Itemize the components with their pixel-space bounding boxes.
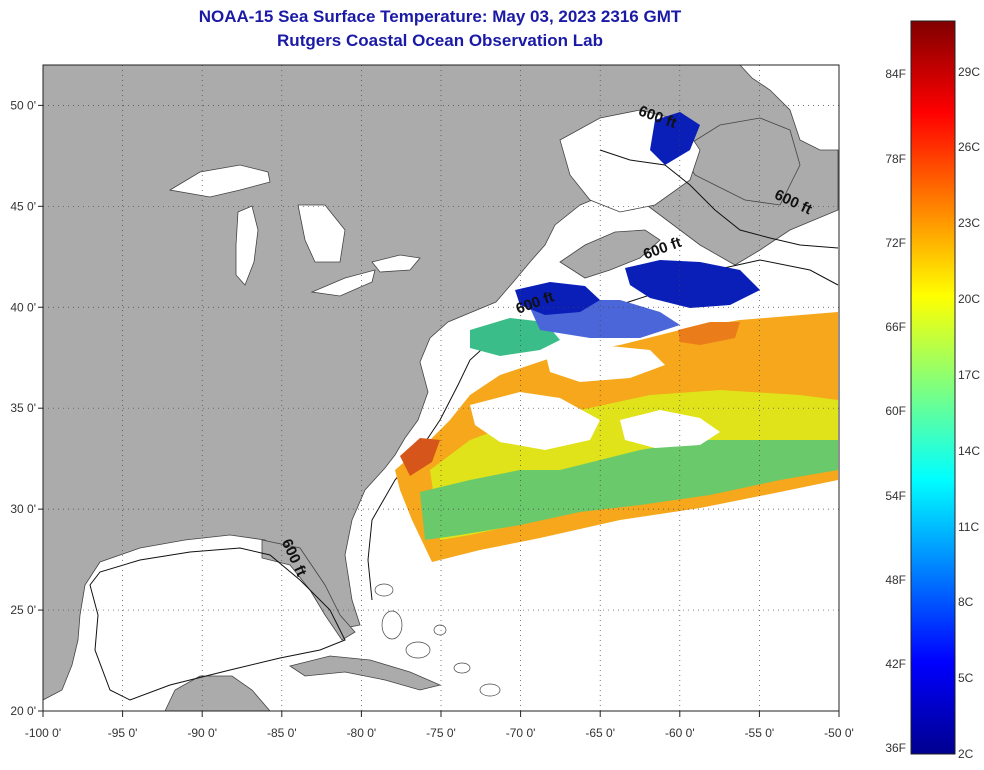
- lon-tick-label: -60 0': [665, 726, 695, 740]
- colorbar-f-label: 78F: [885, 151, 906, 166]
- lon-tick-label: -90 0': [187, 726, 217, 740]
- colorbar-c-label: 23C: [958, 216, 981, 231]
- colorbar-f-label: 84F: [885, 67, 906, 82]
- lake-superior: [168, 164, 271, 198]
- land-nova-scotia: [559, 229, 661, 279]
- lat-tick-label: 45 0': [10, 199, 36, 213]
- colorbar-c-label: 8C: [958, 595, 974, 610]
- colorbar-c-label: 20C: [958, 292, 981, 307]
- sst-swath: [395, 112, 838, 562]
- lat-tick-label: 50 0': [10, 98, 36, 112]
- colorbar-c-label: 14C: [958, 443, 981, 458]
- land-cuba: [289, 655, 442, 691]
- lake-michigan: [235, 205, 259, 286]
- colorbar: [910, 20, 956, 755]
- axis-ticks: -100 0' -95 0' -90 0' -85 0' -80 0' -75 0' -70…: [10, 98, 853, 740]
- lon-tick-label: -85 0': [267, 726, 297, 740]
- colorbar-f-label: 66F: [885, 320, 906, 335]
- colorbar-f-label: 48F: [885, 572, 906, 587]
- colorbar-f-label: 54F: [885, 488, 906, 503]
- lat-tick-label: 35 0': [10, 401, 36, 415]
- colorbar-f-label: 60F: [885, 404, 906, 419]
- lat-tick-label: 40 0': [10, 300, 36, 314]
- lat-tick-label: 25 0': [10, 603, 36, 617]
- colorbar-c-label: 11C: [958, 519, 980, 534]
- lat-tick-label: 20 0': [10, 704, 36, 718]
- lake-huron: [297, 204, 346, 263]
- colorbar-f-label: 36F: [885, 741, 906, 756]
- lon-tick-label: -65 0': [585, 726, 615, 740]
- lon-tick-label: -95 0': [108, 726, 138, 740]
- lon-tick-label: -100 0': [25, 726, 61, 740]
- colorbar-f-label: 72F: [885, 235, 906, 250]
- colorbar-c-label: 17C: [958, 367, 981, 382]
- land-yucatan: [164, 675, 271, 711]
- colorbar-c-label: 29C: [958, 64, 981, 79]
- lake-ontario: [371, 254, 421, 273]
- lon-tick-label: -55 0': [745, 726, 775, 740]
- contour-gulf-stlawrence: [599, 149, 839, 249]
- colorbar-c-label: 5C: [958, 671, 974, 686]
- contour-gulf: [89, 547, 346, 701]
- colorbar-f-label: 42F: [885, 657, 906, 672]
- colorbar-c-label: 2C: [958, 747, 974, 761]
- lake-erie: [310, 269, 376, 297]
- colorbar-c-label: 26C: [958, 140, 981, 155]
- lat-tick-label: 30 0': [10, 502, 36, 516]
- lon-tick-label: -80 0': [347, 726, 377, 740]
- bahamas-islands: [374, 583, 501, 697]
- land-maritimes: [679, 117, 801, 206]
- lon-tick-label: -75 0': [426, 726, 456, 740]
- land-florida: [261, 539, 356, 641]
- map-title: NOAA-15 Sea Surface Temperature: May 03,…: [198, 7, 682, 26]
- lon-tick-label: -70 0': [506, 726, 536, 740]
- lon-tick-label: -50 0': [824, 726, 854, 740]
- map-subtitle: Rutgers Coastal Ocean Observation Lab: [277, 31, 603, 50]
